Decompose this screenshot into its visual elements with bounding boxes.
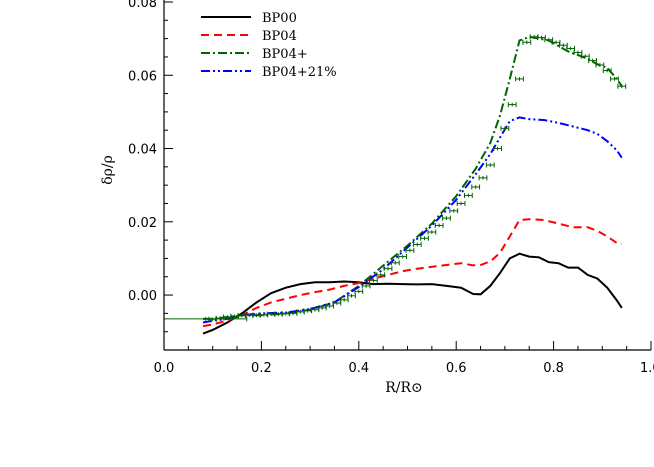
- error-point-32: [434, 222, 444, 228]
- error-point-46: [537, 35, 546, 41]
- error-point-44: [522, 39, 532, 45]
- error-point-30: [420, 235, 429, 241]
- error-point-40: [493, 146, 502, 152]
- error-point-24: [376, 272, 386, 278]
- error-point-25: [383, 266, 393, 272]
- error-point-27: [398, 254, 408, 260]
- error-point-16: [317, 305, 327, 311]
- y-tick-label: 0.08: [128, 0, 157, 11]
- series-line-0: [202, 252, 623, 335]
- error-point-57: [617, 83, 627, 89]
- series-layer: [202, 35, 623, 335]
- error-point-8: [259, 312, 269, 318]
- error-point-33: [442, 215, 451, 221]
- error-point-42: [507, 102, 517, 108]
- error-point-23: [369, 277, 378, 283]
- axes: [163, 0, 652, 351]
- x-tick-label: 0.4: [348, 361, 369, 376]
- y-tick-label: 0.04: [128, 143, 157, 158]
- error-point-54: [595, 62, 605, 68]
- error-point-29: [412, 242, 422, 248]
- error-point-47: [544, 37, 554, 43]
- x-tick-label: 0.6: [446, 361, 467, 376]
- error-point-51: [573, 50, 583, 56]
- series-line-3: [202, 116, 623, 324]
- legend-label-3: BP04+21%: [262, 65, 337, 80]
- tick-labels: 0.0 0.2 0.4 0.6 0.8 1.0 0.00 0.02 0.04 0.06 0.08: [128, 0, 654, 376]
- x-axis-label: R/R⊙: [385, 380, 423, 396]
- error-point-38: [478, 175, 488, 181]
- error-point-55: [602, 68, 612, 74]
- error-point-50: [566, 46, 576, 52]
- error-point-41: [500, 125, 510, 131]
- x-tick-label: 1.0: [640, 361, 654, 376]
- y-axis-label: δρ/ρ: [100, 155, 116, 185]
- error-point-21: [354, 288, 364, 294]
- error-point-39: [485, 162, 495, 168]
- error-point-28: [405, 247, 415, 253]
- y-tick-label: 0.00: [128, 289, 157, 304]
- error-point-34: [449, 208, 459, 214]
- legend-label-1: BP04: [262, 29, 297, 44]
- error-point-36: [463, 192, 473, 198]
- error-point-31: [427, 229, 437, 235]
- x-tick-label: 0.8: [543, 361, 564, 376]
- error-point-20: [347, 293, 356, 299]
- error-bars: [163, 34, 627, 322]
- y-tick-label: 0.06: [128, 69, 157, 84]
- error-point-43: [515, 76, 524, 82]
- y-tick-label: 0.02: [128, 216, 157, 231]
- legend-label-2: BP04+: [262, 47, 308, 62]
- error-point-52: [580, 53, 590, 59]
- error-point-2: [215, 315, 225, 321]
- x-tick-label: 0.2: [251, 361, 272, 376]
- series-line-1: [202, 218, 622, 328]
- error-point-37: [471, 184, 481, 190]
- legend-label-0: BP00: [262, 11, 297, 26]
- error-point-56: [610, 76, 619, 82]
- error-point-49: [558, 42, 568, 48]
- error-point-35: [456, 200, 466, 206]
- error-point-1: [208, 316, 218, 322]
- error-point-22: [361, 283, 371, 289]
- legend: BP00 BP04 BP04+ BP04+21%: [201, 11, 337, 80]
- x-tick-label: 0.0: [154, 361, 175, 376]
- error-point-26: [390, 260, 400, 266]
- error-point-53: [588, 58, 597, 64]
- error-point-18: [332, 300, 342, 306]
